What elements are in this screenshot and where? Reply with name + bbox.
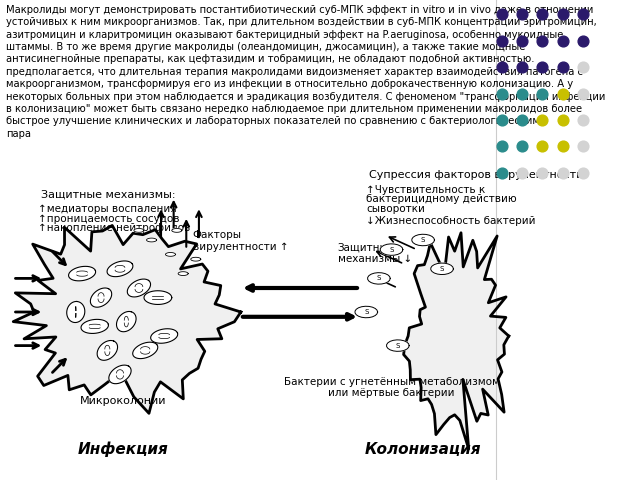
Polygon shape bbox=[166, 252, 175, 256]
Text: S: S bbox=[421, 237, 425, 243]
Point bbox=[557, 169, 568, 177]
Polygon shape bbox=[431, 263, 453, 275]
Text: Колонизация: Колонизация bbox=[365, 442, 481, 456]
Point bbox=[497, 37, 507, 45]
Point bbox=[517, 143, 527, 150]
Point bbox=[497, 143, 507, 150]
Point bbox=[557, 37, 568, 45]
Polygon shape bbox=[13, 226, 241, 413]
Polygon shape bbox=[81, 319, 108, 334]
Point bbox=[497, 169, 507, 177]
Text: S: S bbox=[389, 247, 394, 252]
Polygon shape bbox=[147, 238, 157, 242]
Text: Микроколонии: Микроколонии bbox=[80, 396, 166, 406]
Point bbox=[538, 63, 548, 71]
Polygon shape bbox=[127, 279, 150, 297]
Polygon shape bbox=[172, 228, 182, 232]
Polygon shape bbox=[107, 261, 133, 276]
Text: Макролиды могут демонстрировать постантибиотический суб-МПК эффект in vitro и in: Макролиды могут демонстрировать постанти… bbox=[6, 5, 605, 139]
Polygon shape bbox=[109, 365, 131, 384]
Point bbox=[517, 169, 527, 177]
Point bbox=[517, 116, 527, 124]
Point bbox=[538, 143, 548, 150]
Polygon shape bbox=[367, 273, 390, 284]
Point bbox=[497, 116, 507, 124]
Point bbox=[557, 90, 568, 97]
Text: ↑медиаторы воспаления: ↑медиаторы воспаления bbox=[38, 204, 177, 214]
Polygon shape bbox=[67, 301, 85, 323]
Point bbox=[557, 63, 568, 71]
Point bbox=[538, 169, 548, 177]
Point bbox=[497, 11, 507, 18]
Text: Инфекция: Инфекция bbox=[78, 442, 168, 457]
Point bbox=[517, 37, 527, 45]
Polygon shape bbox=[178, 272, 188, 276]
Point bbox=[578, 63, 588, 71]
Polygon shape bbox=[191, 257, 201, 261]
Polygon shape bbox=[355, 306, 378, 318]
Point bbox=[497, 90, 507, 97]
Text: S: S bbox=[377, 276, 381, 281]
Text: ↑проницаемость сосудов: ↑проницаемость сосудов bbox=[38, 214, 179, 224]
Text: сыворотки: сыворотки bbox=[366, 204, 425, 214]
Polygon shape bbox=[380, 244, 403, 255]
Polygon shape bbox=[150, 329, 178, 343]
Point bbox=[538, 37, 548, 45]
Point bbox=[578, 116, 588, 124]
Point bbox=[497, 63, 507, 71]
Polygon shape bbox=[132, 342, 157, 359]
Text: S: S bbox=[364, 309, 369, 315]
Text: Бактерии с угнетённым метаболизмом
или мёртвые бактерии: Бактерии с угнетённым метаболизмом или м… bbox=[284, 377, 499, 398]
Polygon shape bbox=[387, 340, 409, 351]
Point bbox=[517, 11, 527, 18]
Text: ↓Жизнеспособность бактерий: ↓Жизнеспособность бактерий bbox=[366, 216, 536, 226]
Text: Защитные
механизмы ↓: Защитные механизмы ↓ bbox=[338, 242, 412, 264]
Point bbox=[517, 63, 527, 71]
Point bbox=[538, 11, 548, 18]
Polygon shape bbox=[134, 228, 144, 232]
Point bbox=[578, 90, 588, 97]
Polygon shape bbox=[90, 288, 112, 307]
Polygon shape bbox=[116, 312, 136, 332]
Polygon shape bbox=[68, 266, 95, 281]
Polygon shape bbox=[412, 234, 435, 246]
Text: Факторы
вирулентности ↑: Факторы вирулентности ↑ bbox=[193, 230, 288, 252]
Text: S: S bbox=[440, 266, 444, 272]
Polygon shape bbox=[144, 291, 172, 304]
Point bbox=[557, 116, 568, 124]
Text: ↑накопление нейтрофилов: ↑накопление нейтрофилов bbox=[38, 223, 190, 233]
Point bbox=[557, 143, 568, 150]
Point bbox=[578, 143, 588, 150]
Point bbox=[578, 37, 588, 45]
Point bbox=[578, 11, 588, 18]
Point bbox=[557, 11, 568, 18]
Text: Защитные механизмы:: Защитные механизмы: bbox=[41, 190, 175, 200]
Point bbox=[578, 169, 588, 177]
Point bbox=[538, 90, 548, 97]
Text: бактерицидному действию: бактерицидному действию bbox=[366, 194, 517, 204]
Polygon shape bbox=[97, 340, 118, 360]
Point bbox=[517, 90, 527, 97]
Polygon shape bbox=[404, 233, 509, 449]
Text: S: S bbox=[396, 343, 400, 348]
Text: ↑Чувствительность к: ↑Чувствительность к bbox=[366, 185, 486, 195]
Point bbox=[538, 116, 548, 124]
Text: Супрессия факторов вирулентности: Супрессия факторов вирулентности bbox=[369, 170, 584, 180]
